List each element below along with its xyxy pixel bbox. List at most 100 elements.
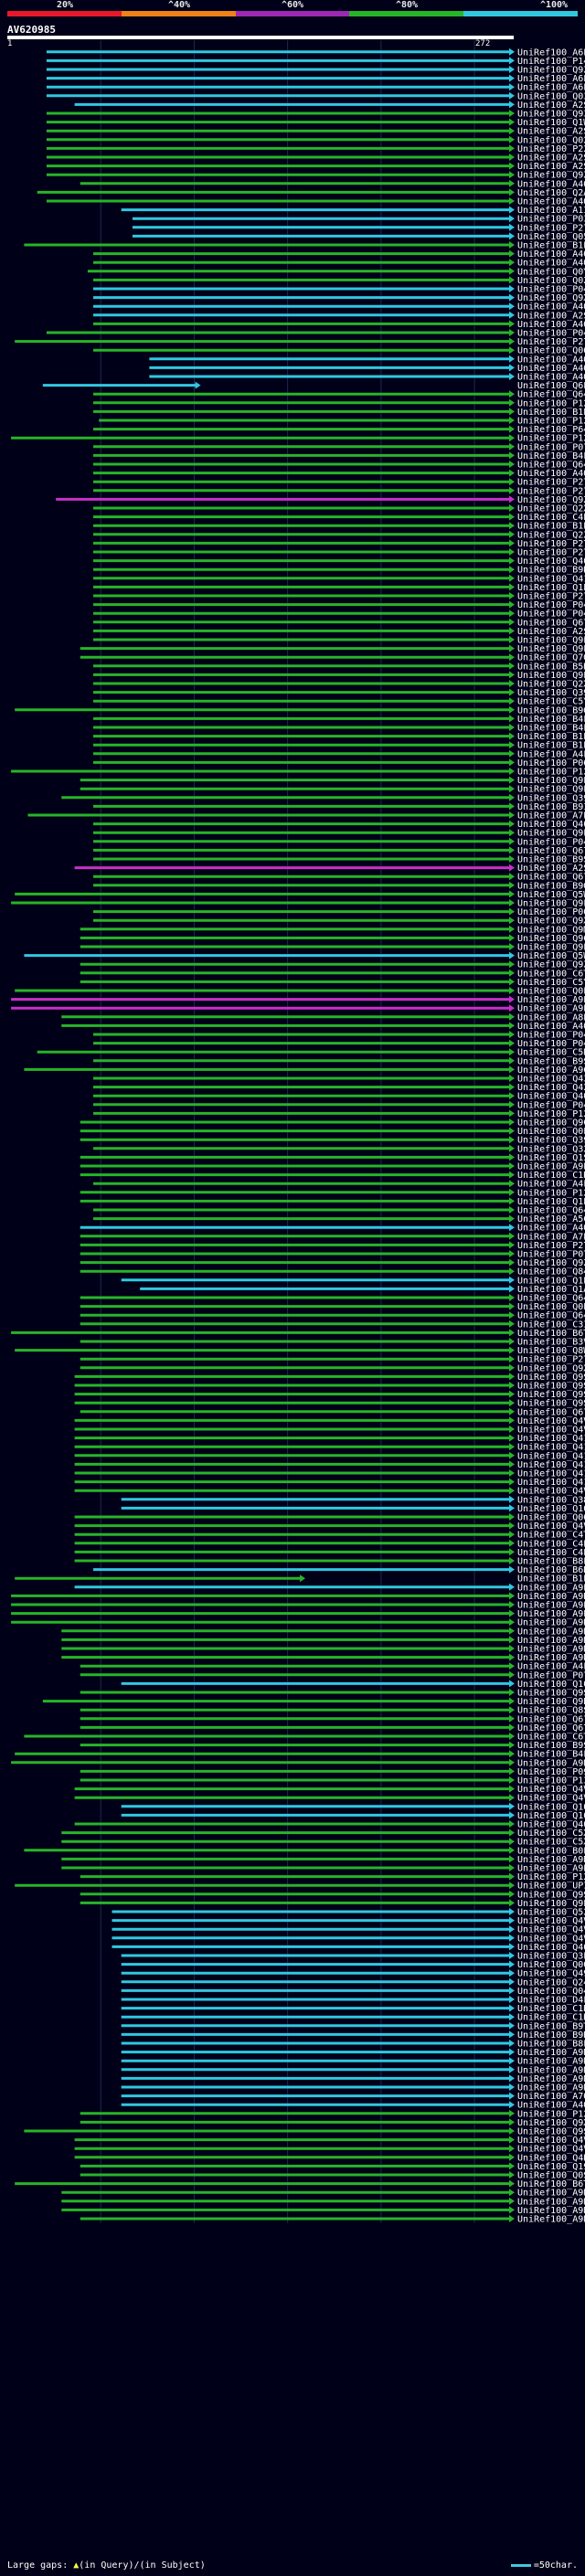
hit-label[interactable]: UniRef100_Q10HC8 [517, 1802, 585, 1812]
hit-label[interactable]: UniRef100_Q4VV49 [517, 1916, 585, 1926]
hit-label[interactable]: UniRef100_B1PL28 [517, 522, 585, 532]
hit-label[interactable]: UniRef100_Q06446 [517, 346, 585, 356]
hit-label[interactable]: UniRef100_P27517 [517, 223, 585, 233]
hit-label[interactable]: UniRef100_B8LPT5 [517, 2040, 585, 2050]
hit-label[interactable]: UniRef100_P13851 [517, 1776, 585, 1786]
hit-label[interactable]: UniRef100_P00963 [517, 907, 585, 917]
hit-label[interactable]: UniRef100_Q4VV69 [517, 1487, 585, 1497]
hit-label[interactable]: UniRef100_Q9LKZ0 [517, 1899, 585, 1909]
hit-label[interactable]: UniRef100_Q10HC9 [517, 1504, 585, 1514]
hit-label[interactable]: UniRef100_A4QP27 [517, 1022, 585, 1032]
hit-label[interactable]: UniRef100_Q2XTE0 [517, 504, 585, 514]
hit-label[interactable]: UniRef100_P03936 [517, 215, 585, 225]
hit-label[interactable]: UniRef100_Q9LE97 [517, 776, 585, 786]
hit-label[interactable]: UniRef100_P04777 [517, 1039, 585, 1049]
hit-label[interactable]: UniRef100_P07371 [517, 1250, 585, 1260]
hit-label[interactable]: UniRef100_B5HSG6 [517, 662, 585, 672]
hit-label[interactable]: UniRef100_Q19UF9 [517, 2162, 585, 2172]
hit-label[interactable]: UniRef100_A4QPL2 [517, 355, 585, 365]
hit-label[interactable]: UniRef100_A9RZL0 [517, 1618, 585, 1628]
hit-label[interactable]: UniRef100_P07369 [517, 442, 585, 452]
hit-label[interactable]: UniRef100_Q64450 [517, 390, 585, 400]
hit-label[interactable]: UniRef100_Q2Z969 [517, 530, 585, 540]
hit-label[interactable]: UniRef100_Q41447 [517, 574, 585, 584]
hit-label[interactable]: UniRef100_P04778 [517, 1031, 585, 1041]
hit-label[interactable]: UniRef100_C5XQ82 [517, 1838, 585, 1848]
hit-label[interactable]: UniRef100_A9NS56 [517, 1758, 585, 1768]
hit-label[interactable]: UniRef100_B9S155 [517, 855, 585, 865]
hit-label[interactable]: UniRef100_A2SY45 [517, 311, 585, 321]
hit-label[interactable]: UniRef100_C5YVN6 [517, 697, 585, 707]
hit-label[interactable]: UniRef100_B1PL34 [517, 408, 585, 418]
hit-label[interactable]: UniRef100_A4QPJ3 [517, 320, 585, 330]
hit-label[interactable]: UniRef100_B8LLF1 [517, 1557, 585, 1567]
hit-label[interactable]: UniRef100_C5XQ83 [517, 1829, 585, 1839]
hit-label[interactable]: UniRef100_A2SY36 [517, 162, 585, 172]
hit-label[interactable]: UniRef100_P27492 [517, 337, 585, 347]
hit-label[interactable]: UniRef100_Q9ZSJ5 [517, 66, 585, 76]
hit-label[interactable]: UniRef100_C4PQD7 [517, 1548, 585, 1558]
hit-label[interactable]: UniRef100_P12469 [517, 417, 585, 427]
hit-label[interactable]: UniRef100_P12470 [517, 434, 585, 444]
hit-label[interactable]: UniRef100_UPI000... [517, 1882, 585, 1892]
hit-label[interactable]: UniRef100_Q04885 [517, 1987, 585, 1997]
hit-label[interactable]: UniRef100_Q2A496 [517, 188, 585, 198]
hit-label[interactable]: UniRef100_B1PL33 [517, 241, 585, 251]
hit-label[interactable]: UniRef100_A8PHP0 [517, 1012, 585, 1023]
hit-label[interactable]: UniRef100_Q9C5R6 [517, 1118, 585, 1129]
hit-label[interactable]: UniRef100_Q677I0 [517, 1723, 585, 1733]
hit-label[interactable]: UniRef100_Q49812 [517, 1969, 585, 1979]
hit-label[interactable]: UniRef100_C3IFT7 [517, 1320, 585, 1330]
hit-label[interactable]: UniRef100_P09756 [517, 1767, 585, 1777]
hit-label[interactable]: UniRef100_B9RN67 [517, 566, 585, 576]
hit-label[interactable]: UniRef100_Q41426 [517, 1434, 585, 1444]
hit-label[interactable]: UniRef100_A9NRX0 [517, 2197, 585, 2207]
hit-label[interactable]: UniRef100_Q06887 [517, 1513, 585, 1523]
hit-label[interactable]: UniRef100_Q9LE98 [517, 644, 585, 654]
hit-label[interactable]: UniRef100_Q9LRF7 [517, 943, 585, 953]
hit-label[interactable]: UniRef100_P07370 [517, 1670, 585, 1680]
hit-label[interactable]: UniRef100_Q4KVP5 [517, 2153, 585, 2163]
hit-label[interactable]: UniRef100_Q9XHX4 [517, 2118, 585, 2128]
hit-label[interactable]: UniRef100_Q9B159 [517, 1697, 585, 1707]
hit-label[interactable]: UniRef100_A4F3R4 [517, 1180, 585, 1190]
hit-label[interactable]: UniRef100_B9G3Z2 [517, 881, 585, 891]
hit-label[interactable]: UniRef100_Q677F6 [517, 846, 585, 856]
hit-label[interactable]: UniRef100_P27490 [517, 1241, 585, 1251]
hit-label[interactable]: UniRef100_Q03379 [517, 91, 585, 101]
hit-label[interactable]: UniRef100_A4QPK0 [517, 249, 585, 260]
hit-label[interactable]: UniRef100_Q42276 [517, 1083, 585, 1093]
hit-label[interactable]: UniRef100_C4TNZ9 [517, 1531, 585, 1541]
hit-label[interactable]: UniRef100_Q9S7J7 [517, 1399, 585, 1409]
hit-label[interactable]: UniRef100_P12471 [517, 1109, 585, 1119]
hit-label[interactable]: UniRef100_A4F3R3 [517, 749, 585, 759]
hit-label[interactable]: UniRef100_A4QPL1 [517, 179, 585, 189]
hit-label[interactable]: UniRef100_Q677H3 [517, 873, 585, 883]
hit-label[interactable]: UniRef100_P12330 [517, 768, 585, 778]
hit-label[interactable]: UniRef100_Q40247 [517, 557, 585, 567]
hit-label[interactable]: UniRef100_A9NLL2 [517, 2215, 585, 2225]
hit-label[interactable]: UniRef100_P12470 [517, 398, 585, 408]
hit-label[interactable]: UniRef100_A9PEI5 [517, 1004, 585, 1014]
hit-label[interactable]: UniRef100_P04221 [517, 610, 585, 620]
hit-label[interactable]: UniRef100_A1I9U7 [517, 206, 585, 216]
hit-label[interactable]: UniRef100_Q39142 [517, 1136, 585, 1146]
hit-label[interactable]: UniRef100_Q4VV48 [517, 1925, 585, 1935]
hit-label[interactable]: UniRef100_B9T0C1 [517, 2021, 585, 2031]
hit-label[interactable]: UniRef100_A2SY48 [517, 127, 585, 137]
hit-label[interactable]: UniRef100_Q6LAL2 [517, 381, 585, 391]
hit-label[interactable]: UniRef100_B9SF47 [517, 1056, 585, 1066]
hit-label[interactable]: UniRef100_Q64442 [517, 1206, 585, 1216]
hit-label[interactable]: UniRef100_Q9ZSV2 [517, 171, 585, 181]
hit-label[interactable]: UniRef100_B6RRZ2 [517, 1565, 585, 1575]
hit-label[interactable]: UniRef100_B6T2Y9 [517, 2179, 585, 2189]
hit-label[interactable]: UniRef100_Q677D9 [517, 618, 585, 628]
hit-label[interactable]: UniRef100_B9G329 [517, 705, 585, 716]
hit-label[interactable]: UniRef100_A9C5S0 [517, 1065, 585, 1076]
hit-label[interactable]: UniRef100_Q4VV56 [517, 1934, 585, 1944]
hit-label[interactable]: UniRef100_A9NVX9 [517, 1627, 585, 1637]
hit-label[interactable]: UniRef100_A2SY47 [517, 101, 585, 111]
hit-label[interactable]: UniRef100_Q9SVE0 [517, 2127, 585, 2137]
hit-label[interactable]: UniRef100_C1K5B6 [517, 2013, 585, 2023]
hit-label[interactable]: UniRef100_P27491 [517, 478, 585, 488]
